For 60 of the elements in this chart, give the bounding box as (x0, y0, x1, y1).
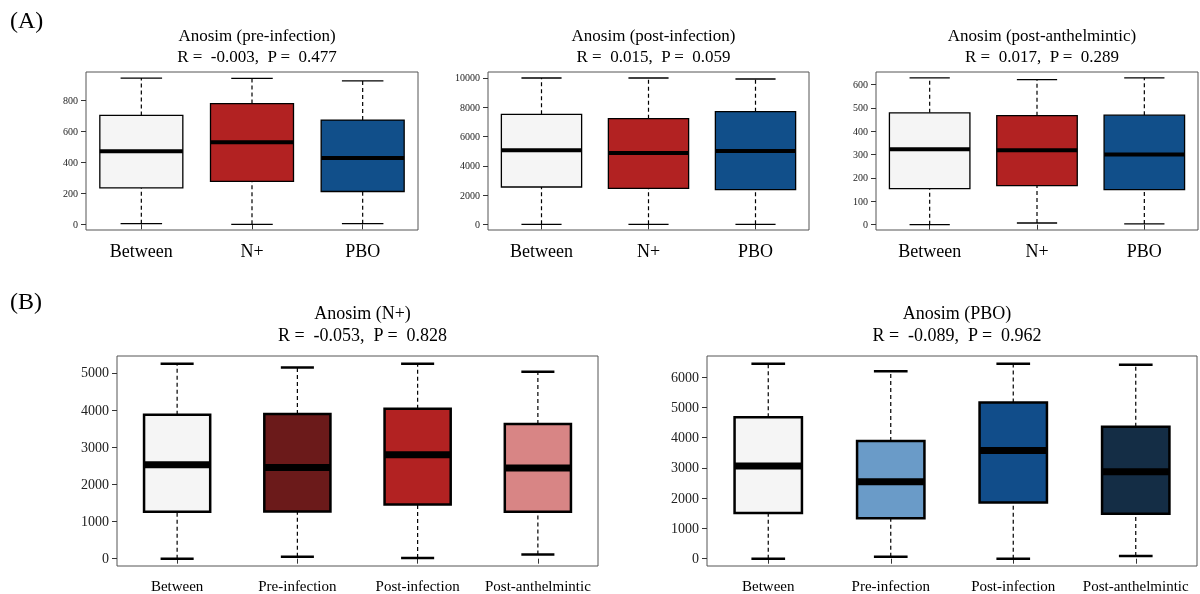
y-tick-label: 200 (63, 187, 78, 199)
y-tick-label: 0 (692, 551, 699, 567)
x-tick-label: N+ (1025, 241, 1049, 261)
x-tick-label: Between (109, 241, 173, 261)
x-tick-label: Post-anthelmintic (484, 577, 592, 594)
y-tick-label: 400 (853, 125, 868, 137)
y-tick-label: 800 (63, 95, 78, 107)
x-tick-label: PBO (345, 241, 381, 261)
y-tick-label: 6000 (671, 369, 699, 385)
y-tick-label: 4000 (671, 430, 699, 446)
x-tick-label: Pre-infection (851, 577, 931, 594)
y-tick-label: 3000 (671, 460, 699, 476)
y-tick-label: 0 (475, 218, 480, 230)
y-tick-label: 1000 (81, 514, 109, 530)
chart-subtitle: R = 0.015, P = 0.059 (576, 47, 731, 66)
y-tick-label: 2000 (81, 476, 109, 492)
x-tick-label: N+ (636, 241, 661, 261)
chart-title: Anosim (PBO) (902, 303, 1012, 324)
chart-title: Anosim (post-infection) (571, 26, 736, 45)
x-tick-label: N+ (240, 241, 264, 261)
y-tick-label: 8000 (460, 101, 480, 113)
x-tick-label: Post-anthelmintic (1082, 577, 1189, 594)
y-tick-label: 100 (853, 195, 868, 207)
chart-title: Anosim (pre-infection) (178, 26, 336, 45)
y-tick-label: 3000 (81, 439, 109, 455)
y-tick-label: 0 (863, 219, 868, 231)
x-tick-label: Between (898, 241, 962, 261)
chart-subtitle: R = -0.089, P = 0.962 (872, 325, 1042, 345)
x-tick-label: PBO (1126, 241, 1162, 261)
y-tick-label: 6000 (460, 131, 480, 143)
y-tick-label: 200 (853, 172, 868, 184)
chart-title: Anosim (N+) (314, 303, 411, 324)
chart-subtitle: R = -0.003, P = 0.477 (177, 47, 338, 66)
x-tick-label: Between (510, 241, 573, 261)
y-tick-label: 1000 (671, 520, 699, 536)
x-tick-label: PBO (737, 241, 774, 261)
y-tick-label: 4000 (81, 402, 109, 418)
chart-subtitle: R = 0.017, P = 0.289 (964, 47, 1120, 66)
y-tick-label: 10000 (455, 72, 480, 84)
x-tick-label: Pre-infection (258, 577, 338, 594)
x-tick-label: Post-infection (971, 577, 1056, 594)
x-tick-label: Between (150, 577, 204, 594)
y-tick-label: 600 (853, 79, 868, 91)
y-tick-label: 0 (73, 218, 78, 230)
y-tick-label: 5000 (81, 365, 109, 381)
x-tick-label: Between (742, 577, 795, 594)
y-tick-label: 2000 (671, 490, 699, 506)
y-tick-label: 4000 (460, 160, 480, 172)
x-tick-label: Post-infection (375, 577, 461, 594)
y-tick-label: 500 (853, 102, 868, 114)
y-tick-label: 300 (853, 149, 868, 161)
text: (A) (10, 7, 44, 33)
y-tick-label: 2000 (460, 189, 480, 201)
text: (B) (10, 288, 42, 314)
chart-title: Anosim (post-anthelmintic) (947, 26, 1137, 45)
chart-subtitle: R = -0.053, P = 0.828 (277, 325, 448, 345)
y-tick-label: 0 (102, 551, 109, 567)
y-tick-label: 5000 (671, 399, 699, 415)
y-tick-label: 400 (63, 156, 78, 168)
y-tick-label: 600 (63, 126, 78, 138)
